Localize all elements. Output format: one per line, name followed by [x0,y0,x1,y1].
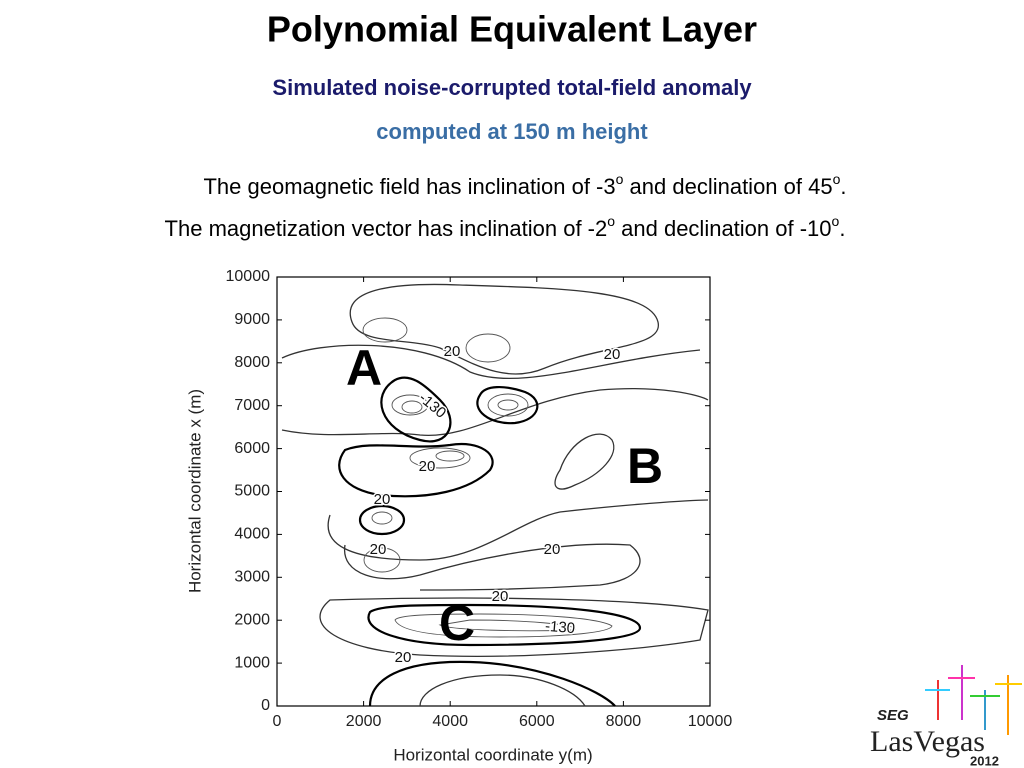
logo-year: 2012 [970,753,999,768]
x-tick-label: 8000 [606,713,642,730]
logo-name: LasVegas [870,725,985,758]
x-tick-label: 2000 [346,713,382,730]
x-tick-label: 0 [273,713,282,730]
subtitle: computed at 150 m height [376,119,648,144]
contour-label: -130 [415,389,449,421]
x-axis-label: Horizontal coordinate y(m) [393,745,592,764]
region-label: A [346,340,382,396]
y-tick-label: 5000 [234,483,270,500]
logo: SEG LasVegas 2012 [870,665,1022,768]
superscript: o [833,171,841,187]
contour-label: 20 [604,346,621,363]
text-part: and declination of -10 [615,216,832,241]
superscript: o [607,213,615,229]
contour-label: 20 [444,343,461,360]
y-tick-label: 0 [261,697,270,714]
y-tick-label: 1000 [234,654,270,671]
text-part: and declination of 45 [623,174,832,199]
y-tick-label: 8000 [234,354,270,371]
text-part: . [839,216,845,241]
x-tick-label: 6000 [519,713,555,730]
text-part: . [840,174,846,199]
contour-label: 20 [395,649,412,666]
contour-label: 20 [544,541,561,558]
contour-label: 20 [374,491,391,508]
contour-label: 20 [492,588,509,605]
x-tick-label: 10000 [688,713,733,730]
y-tick-label: 3000 [234,569,270,586]
contour-label: -130 [544,618,575,638]
text-line: The magnetization vector has inclination… [165,213,846,241]
plot: 0 2000 4000 6000 8000 10000 0 1000 2000 3000 4000 5… [185,268,732,764]
logo-org: SEG [877,707,909,724]
title: Polynomial Equivalent Layer [267,9,757,50]
y-tick-label: 9000 [234,311,270,328]
y-tick-label: 2000 [234,611,270,628]
region-label: B [627,438,663,494]
text-part: The magnetization vector has inclination… [165,216,608,241]
contours [276,276,711,707]
y-tick-label: 7000 [234,397,270,414]
x-tick-label: 4000 [432,713,468,730]
y-axis-label: Horizontal coordinate x (m) [185,389,204,593]
region-label: C [439,595,475,651]
text-line: The geomagnetic field has inclination of… [203,171,846,199]
contour-label: 20 [419,458,436,475]
text-lines: The geomagnetic field has inclination of… [165,171,847,241]
y-tick-label: 10000 [226,268,271,285]
text-part: The geomagnetic field has inclination of… [203,174,615,199]
y-tick-label: 6000 [234,440,270,457]
contour-label: 20 [370,541,387,558]
y-tick-label: 4000 [234,526,270,543]
superscript: o [616,171,624,187]
subtitle: Simulated noise-corrupted total-field an… [272,75,752,100]
superscript: o [832,213,840,229]
